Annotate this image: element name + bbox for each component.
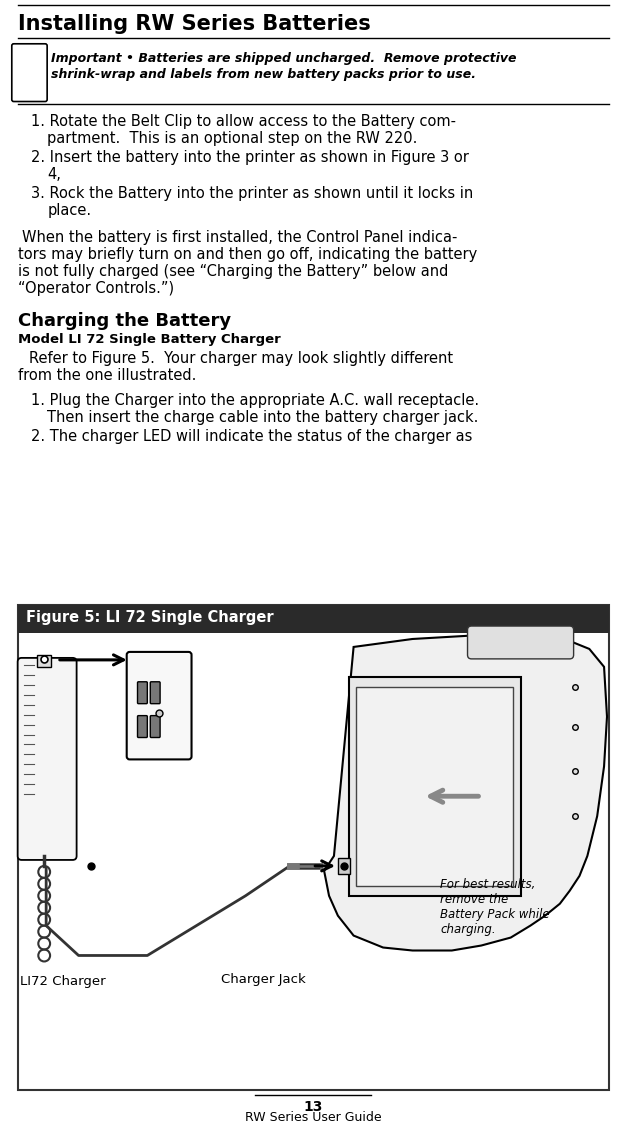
Text: 1. Plug the Charger into the appropriate A.C. wall receptacle.: 1. Plug the Charger into the appropriate… bbox=[31, 393, 480, 408]
Text: Refer to Figure 5.  Your charger may look slightly different: Refer to Figure 5. Your charger may look… bbox=[29, 351, 454, 366]
FancyBboxPatch shape bbox=[18, 658, 77, 860]
Text: shrink-wrap and labels from new battery packs prior to use.: shrink-wrap and labels from new battery … bbox=[51, 68, 476, 81]
Text: 1. Rotate the Belt Clip to allow access to the Battery com-: 1. Rotate the Belt Clip to allow access … bbox=[31, 115, 456, 129]
Text: Model LI 72 Single Battery Charger: Model LI 72 Single Battery Charger bbox=[18, 333, 281, 347]
Bar bbox=[355, 687, 513, 886]
FancyBboxPatch shape bbox=[11, 44, 47, 101]
FancyBboxPatch shape bbox=[151, 716, 160, 738]
Text: 13: 13 bbox=[304, 1100, 323, 1114]
Text: Charger Jack: Charger Jack bbox=[221, 973, 306, 986]
Text: 2. The charger LED will indicate the status of the charger as: 2. The charger LED will indicate the sta… bbox=[31, 429, 473, 444]
Text: 3. Rock the Battery into the printer as shown until it locks in: 3. Rock the Battery into the printer as … bbox=[31, 186, 473, 202]
Text: For best results,
remove the
Battery Pack while
charging.: For best results, remove the Battery Pac… bbox=[440, 878, 550, 936]
Text: Important • Batteries are shipped uncharged.  Remove protective: Important • Batteries are shipped unchar… bbox=[51, 52, 517, 65]
Text: Installing RW Series Batteries: Installing RW Series Batteries bbox=[18, 14, 371, 34]
Text: “Operator Controls.”): “Operator Controls.”) bbox=[18, 280, 174, 296]
Bar bbox=[20, 83, 40, 96]
Text: RW Series User Guide: RW Series User Guide bbox=[245, 1110, 382, 1124]
Text: from the one illustrated.: from the one illustrated. bbox=[18, 368, 196, 383]
Text: Charging the Battery: Charging the Battery bbox=[18, 312, 231, 330]
FancyBboxPatch shape bbox=[151, 681, 160, 704]
FancyBboxPatch shape bbox=[138, 716, 147, 738]
Bar bbox=[18, 605, 609, 633]
Text: LI72 Charger: LI72 Charger bbox=[20, 975, 105, 989]
Text: is not fully charged (see “Charging the Battery” below and: is not fully charged (see “Charging the … bbox=[18, 263, 448, 279]
Bar bbox=[38, 655, 51, 667]
Bar bbox=[338, 858, 350, 874]
Text: Then insert the charge cable into the battery charger jack.: Then insert the charge cable into the ba… bbox=[47, 410, 478, 425]
Text: Figure 5: LI 72 Single Charger: Figure 5: LI 72 Single Charger bbox=[26, 610, 273, 625]
Bar bbox=[18, 605, 609, 1090]
FancyBboxPatch shape bbox=[127, 652, 191, 759]
Polygon shape bbox=[324, 635, 607, 950]
Text: place.: place. bbox=[47, 203, 91, 218]
Text: 4,: 4, bbox=[47, 167, 61, 182]
FancyBboxPatch shape bbox=[138, 681, 147, 704]
Text: partment.  This is an optional step on the RW 220.: partment. This is an optional step on th… bbox=[47, 132, 417, 146]
FancyBboxPatch shape bbox=[468, 626, 574, 659]
Text: tors may briefly turn on and then go off, indicating the battery: tors may briefly turn on and then go off… bbox=[18, 247, 477, 262]
Text: 2. Insert the battery into the printer as shown in Figure 3 or: 2. Insert the battery into the printer a… bbox=[31, 150, 470, 166]
Text: When the battery is first installed, the Control Panel indica-: When the battery is first installed, the… bbox=[22, 230, 457, 245]
Bar bbox=[349, 677, 521, 896]
